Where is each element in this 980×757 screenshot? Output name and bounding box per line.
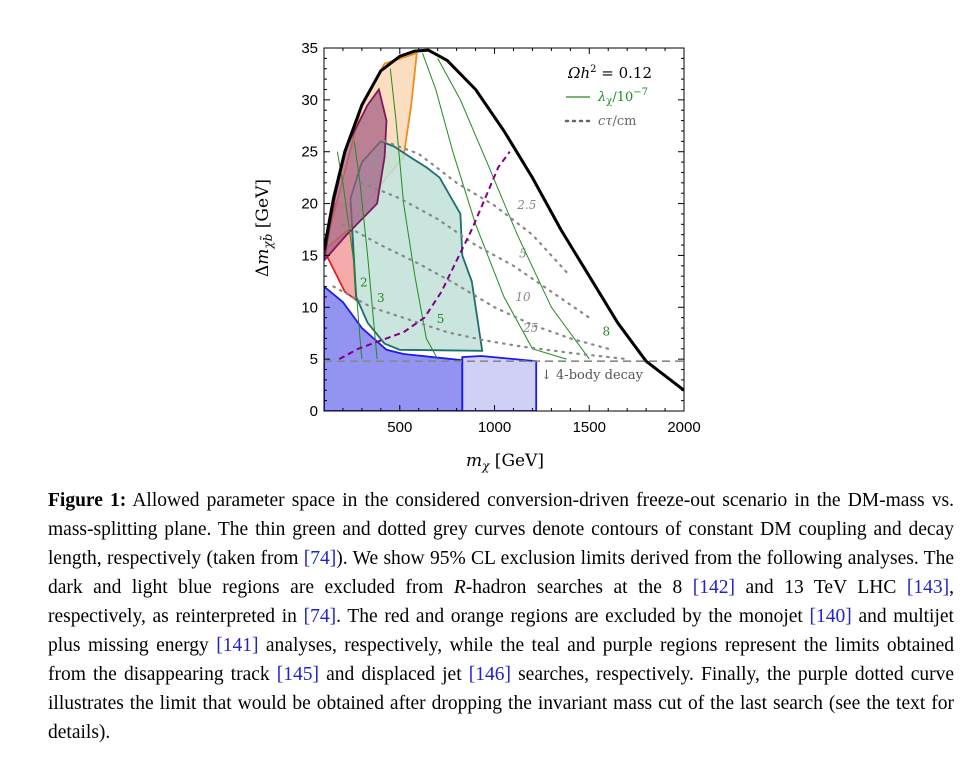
caption-text: , respectively, as reinterpreted in xyxy=(48,577,954,627)
relic-density-curve xyxy=(324,48,684,392)
y-axis-label: Δmχb̃ [GeV] xyxy=(253,179,275,277)
caption-italic: R xyxy=(453,577,466,598)
x-tick-label: 500 xyxy=(387,419,412,436)
coupling-contour-label: 8 xyxy=(603,324,611,338)
legend: Ωh2 = 0.12 λχ/10−7 cτ/cm xyxy=(564,64,652,129)
y-tick-label: 25 xyxy=(301,144,318,161)
decay-contour-0 xyxy=(383,140,572,278)
coupling-contour-1 xyxy=(353,141,378,360)
coupling-contour-label: 2 xyxy=(360,276,368,290)
citation-link[interactable]: [140] xyxy=(809,606,852,627)
caption-text: searches, respectively. Finally, the pur… xyxy=(48,664,954,743)
y-tick-label: 10 xyxy=(301,299,318,316)
citation-link[interactable]: [74] xyxy=(303,606,337,627)
four-body-annotation: ↓ 4-body decay xyxy=(541,368,644,383)
decay-contour-1 xyxy=(360,181,591,319)
legend-coupling: λχ/10−7 xyxy=(597,87,648,107)
caption-text: Allowed parameter space in the considere… xyxy=(48,490,954,569)
decay-contour-label: 5 xyxy=(519,247,527,261)
x-tick-label: 1000 xyxy=(478,419,511,436)
citation-link[interactable]: [143] xyxy=(906,577,950,598)
citation-link[interactable]: [141] xyxy=(216,635,259,656)
y-tick-label: 5 xyxy=(310,351,318,368)
decay-contour-2 xyxy=(341,223,610,350)
legend-relic: Ωh2 = 0.12 xyxy=(567,64,652,82)
caption-text: -hadron searches at the 8 xyxy=(465,577,693,598)
legend-decay: cτ/cm xyxy=(598,114,636,129)
coupling-contour-2 xyxy=(389,68,439,360)
y-tick-label: 30 xyxy=(301,92,318,109)
figure-caption: Figure 1: Allowed parameter space in the… xyxy=(48,486,954,747)
citation-link[interactable]: [142] xyxy=(692,577,735,598)
decay-contour-label: 2.5 xyxy=(516,198,536,212)
contour-lines: 23 5 8 2.5 5 10 25 xyxy=(324,48,684,392)
caption-text: analyses, respectively, while the teal a… xyxy=(48,635,955,685)
x-tick-label: 1500 xyxy=(573,419,606,436)
caption-text: and multijet plus missing energy xyxy=(48,606,954,656)
citation-link[interactable]: [145] xyxy=(276,664,320,685)
plot-frame xyxy=(323,47,685,412)
citation-link[interactable]: [146] xyxy=(468,664,511,685)
dashed-limit-curve xyxy=(338,151,511,360)
y-tick-label: 35 xyxy=(301,40,318,57)
caption-text: and displaced jet xyxy=(319,664,469,685)
x-axis-label: mχ [GeV] xyxy=(466,451,544,473)
y-tick-label: 15 xyxy=(301,247,318,264)
decay-contour-label: 25 xyxy=(522,321,538,335)
region-light-blue xyxy=(461,355,538,411)
caption-text: and 13 TeV LHC xyxy=(734,577,907,598)
decay-contour-3 xyxy=(332,285,629,361)
coupling-contour-4 xyxy=(437,58,590,360)
coupling-contour-label: 3 xyxy=(377,291,385,305)
decay-contour-label: 10 xyxy=(515,290,531,304)
y-tick-label: 20 xyxy=(301,196,318,213)
caption-text: ). We show 95% CL exclusion limits deriv… xyxy=(48,548,954,598)
coupling-contour-label: 5 xyxy=(437,312,445,326)
x-tick-label: 2000 xyxy=(667,419,700,436)
caption-label: Figure 1: xyxy=(48,490,127,511)
citation-link[interactable]: [74] xyxy=(303,548,337,569)
y-tick-label: 0 xyxy=(310,403,318,420)
caption-text: . The red and orange regions are exclude… xyxy=(336,606,810,627)
